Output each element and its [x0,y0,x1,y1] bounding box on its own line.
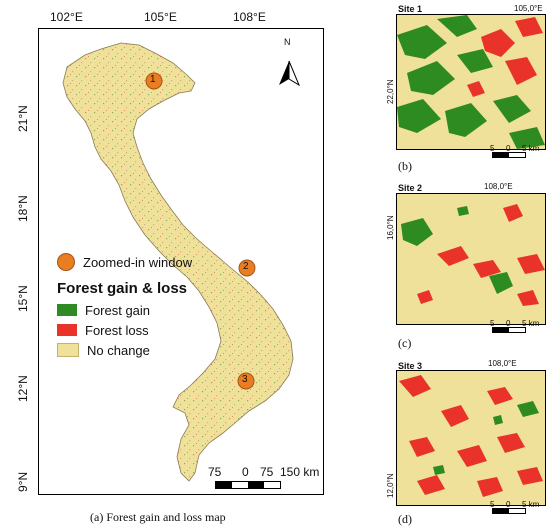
legend-item-gain: Forest gain [57,300,257,320]
legend-title: Forest gain & loss [57,279,188,297]
site-marker-1 [145,72,163,90]
vietnam-map [62,42,301,482]
inset-1-raster [397,15,545,149]
legend-zoom-row: Zoomed-in window [57,252,257,272]
lon-tick-108: 108°E [233,10,266,24]
inset-1-top-tick: 105,0°E [514,4,543,13]
inset-2-scale-b: 0 [506,319,511,328]
zoom-marker-icon [57,253,75,271]
inset-3-scale-a: 5 [490,500,495,509]
inset-3-caption: (d) [398,512,412,526]
legend-item-loss: Forest loss [57,320,257,340]
inset-1-side-tick: 22,0°N [386,79,395,104]
lat-tick-15: 15°N [16,285,30,312]
inset-3-raster [399,375,543,497]
inset-1-map [396,14,546,150]
inset-2-scale-a: 5 [490,319,495,328]
inset-3-scale-c: 5 km [522,500,540,509]
inset-1-title: Site 1 [398,4,423,14]
inset-2-caption: (c) [398,336,412,350]
site-label-1: 1 [150,74,156,85]
gain-swatch [57,304,77,316]
inset-3-scale-bar [492,508,526,514]
legend-zoom-label: Zoomed-in window [83,254,193,270]
scale-label-2: 75 [260,465,274,479]
loss-swatch [57,324,77,336]
lon-tick-102: 102°E [50,10,83,24]
inset-3-top-tick: 108,0°E [488,359,517,368]
inset-1-scale-a: 5 [490,144,495,153]
inset-1-scale-c: 5 km [522,144,540,153]
scale-bar [215,481,281,489]
main-map-frame: N 1 2 3 75 0 75 150 km [38,28,324,495]
inset-2-title: Site 2 [398,183,423,193]
inset-1-scale-bar [492,152,526,158]
legend-loss-label: Forest loss [85,322,149,338]
scale-label-1: 0 [242,465,249,479]
lat-tick-12: 12°N [16,375,30,402]
main-caption: (a) Forest gain and loss map [90,510,226,524]
inset-3-side-tick: 12,0°N [386,473,395,498]
nochange-swatch [57,343,79,357]
inset-1-caption: (b) [398,159,412,173]
site-label-3: 3 [242,374,248,385]
legend-nochange-label: No change [87,342,150,358]
scale-label-0: 75 [208,465,222,479]
map-legend: Zoomed-in window Forest gain & loss Fore… [57,252,257,360]
inset-1-scale-b: 0 [506,144,511,153]
inset-2-top-tick: 108,0°E [484,182,513,191]
inset-3-scale-b: 0 [506,500,511,509]
inset-2-scale-c: 5 km [522,319,540,328]
north-arrow-icon [279,60,301,87]
lon-tick-105: 105°E [144,10,177,24]
lat-tick-9: 9°N [16,471,30,492]
site-marker-2 [238,259,256,277]
inset-3-title: Site 3 [398,361,423,371]
legend-gain-label: Forest gain [85,302,151,318]
lat-tick-21: 21°N [16,105,30,132]
inset-2-map [396,193,546,325]
legend-item-nochange: No change [57,340,257,360]
site-marker-3 [237,372,255,390]
inset-2-raster [401,204,545,306]
inset-2-scale-bar [492,327,526,333]
lat-tick-18: 18°N [16,195,30,222]
north-label: N [284,37,291,47]
scale-label-3: 150 km [280,465,320,479]
site-label-2: 2 [243,261,249,272]
inset-2-side-tick: 16,0°N [386,215,395,240]
inset-3-map [396,370,546,506]
